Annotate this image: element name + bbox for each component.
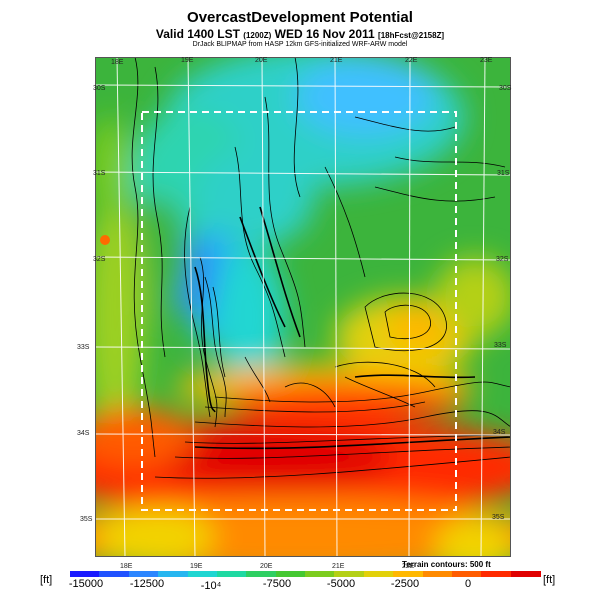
latlon-grid (95, 57, 511, 557)
colorbar-segment (158, 571, 188, 577)
colorbar-unit-right: [ft] (543, 574, 556, 586)
lon-label-bottom: 22E (402, 563, 415, 570)
lat-label-left: 30S (93, 85, 106, 92)
hotspot (100, 235, 110, 245)
colorbar-segment (305, 571, 335, 577)
model-credit: DrJack BLIPMAP from HASP 12km GFS-initia… (192, 41, 408, 48)
lat-label-right: 32S (496, 256, 509, 263)
colorbar-segment (128, 571, 159, 577)
colorbar-unit-left: [ft] (40, 574, 53, 586)
valid-utc: (1200Z) (243, 31, 272, 40)
valid-time: Valid 1400 LST (1200Z) WED 16 Nov 2011 [… (0, 27, 600, 41)
field-shading (95, 57, 511, 557)
lon-label-bottom: 18E (120, 563, 133, 570)
colorbar-segment (216, 571, 247, 577)
chart-title: OvercastDevelopment Potential (187, 9, 413, 26)
terrain-contours (131, 57, 511, 479)
lon-label-bottom: 21E (332, 563, 345, 570)
lat-label-right: 35S (492, 514, 505, 521)
colorbar-segment (363, 571, 394, 577)
lat-label-right: 34S (493, 429, 506, 436)
colorbar-segment (334, 571, 365, 577)
lon-label-top: 18E (111, 59, 124, 66)
colorbar-segment (393, 571, 423, 577)
lat-label-right: 30S (499, 85, 512, 92)
colorbar (70, 571, 541, 577)
colorbar-segment (187, 571, 218, 577)
lat-label-left: 35S (80, 516, 93, 523)
lat-label-left: 33S (77, 344, 90, 351)
colorbar-tick: -15000 (68, 578, 104, 590)
lon-label-top: 23E (480, 57, 493, 64)
colorbar-segment (70, 571, 100, 577)
lat-label-left: 32S (93, 256, 106, 263)
lat-label-left: 31S (93, 170, 106, 177)
colorbar-segment (246, 571, 277, 577)
forecast-info: [18hFcst@2158Z] (378, 31, 445, 40)
colorbar-tick: 0 (464, 578, 472, 590)
inner-domain-box (141, 111, 457, 511)
lon-label-top: 21E (330, 57, 343, 64)
colorbar-tick: -2500 (390, 578, 420, 590)
colorbar-tick: -7500 (262, 578, 292, 590)
lon-label-top: 20E (255, 57, 268, 64)
colorbar-segment (451, 571, 482, 577)
colorbar-tick: -10⁴ (200, 580, 222, 592)
lon-label-top: 22E (405, 57, 418, 64)
lon-label-bottom: 20E (260, 563, 273, 570)
valid-prefix: Valid 1400 LST (155, 27, 240, 41)
map-svg (95, 57, 511, 557)
lon-label-bottom: 19E (190, 563, 203, 570)
terrain-contour-note: Terrain contours: 500 ft (402, 560, 491, 569)
colorbar-segment (99, 571, 130, 577)
colorbar-tick: -5000 (326, 578, 356, 590)
lon-label-top: 19E (181, 57, 194, 64)
heavy-contours (194, 206, 511, 450)
colorbar-segment (275, 571, 306, 577)
colorbar-segment (481, 571, 512, 577)
colorbar-tick: -12500 (129, 578, 165, 590)
colorbar-segment (422, 571, 453, 577)
forecast-map[interactable] (95, 57, 511, 557)
lat-label-right: 31S (497, 170, 510, 177)
map-border (95, 57, 511, 557)
lat-label-left: 34S (77, 430, 90, 437)
lat-label-right: 33S (494, 342, 507, 349)
valid-date: WED 16 Nov 2011 (274, 27, 375, 41)
colorbar-segment (510, 571, 541, 577)
